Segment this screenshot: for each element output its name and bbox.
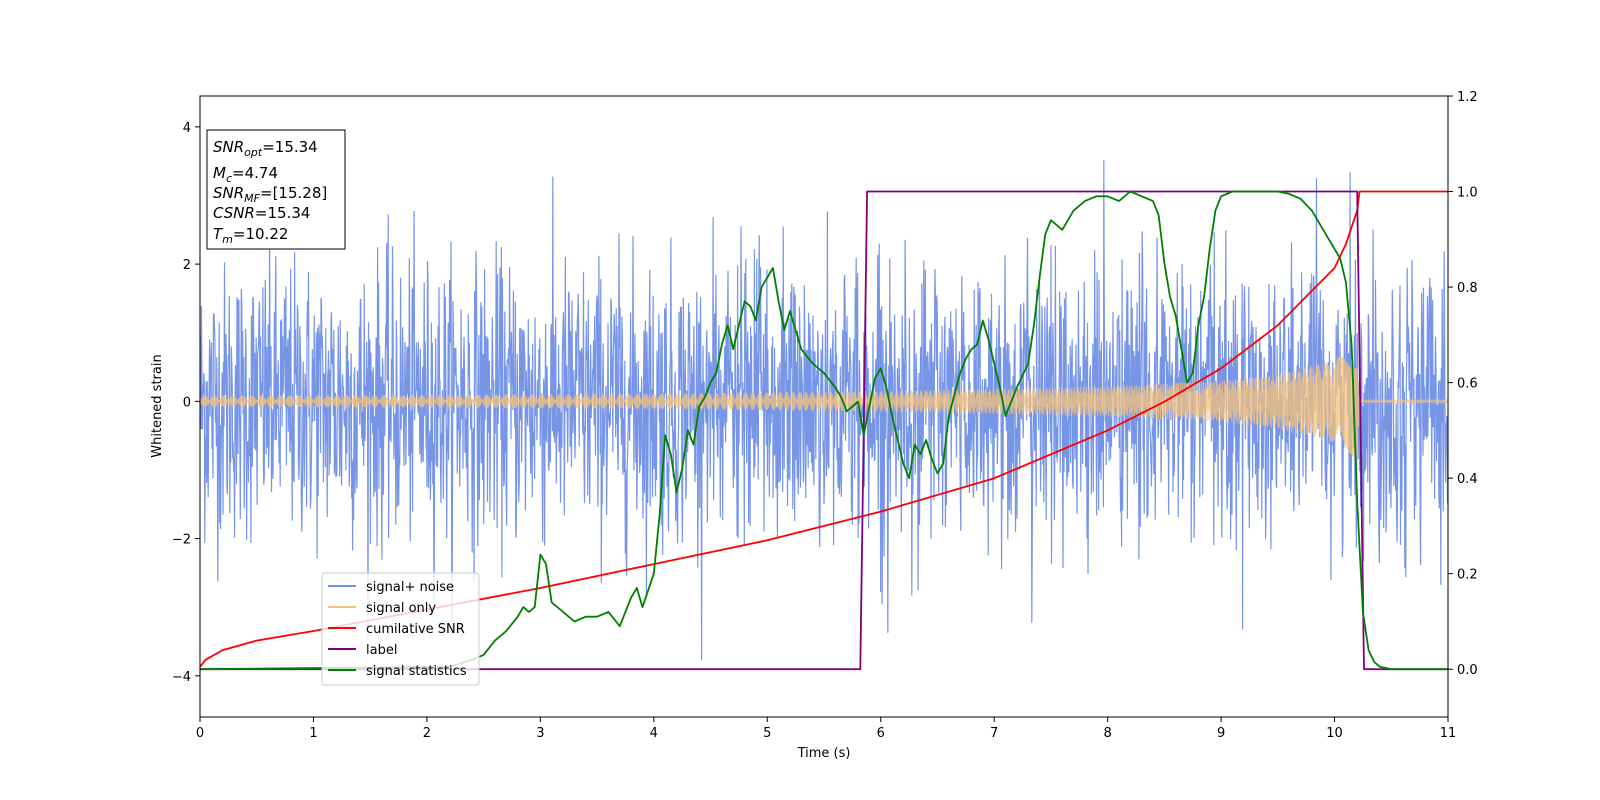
- legend-item-signal-statistics: signal statistics: [328, 664, 467, 679]
- x-tick-label: 11: [1440, 726, 1457, 741]
- y-axis-label: Whitened strain: [150, 354, 165, 457]
- y-axis-right: 0.0 0.2 0.4 0.6 0.8 1.0 1.2: [1448, 90, 1478, 678]
- y-tick-label: −4: [172, 670, 191, 685]
- plot-frame: [199, 95, 1449, 718]
- x-tick-label: 9: [1217, 726, 1225, 741]
- info-box: SNRopt=15.34 Mc=4.74 SNRMF=[15.28] CSNR=…: [206, 129, 346, 250]
- legend-item-signal-only: signal only: [328, 601, 436, 616]
- x-tick-label: 5: [763, 726, 771, 741]
- signal-only-line: [199, 356, 1449, 459]
- y-axis-left: −4 −2 0 2 4: [172, 121, 200, 685]
- cumulative-snr-path: [199, 190, 1448, 668]
- legend: signal+ noise signal only cumilative SNR…: [321, 572, 480, 686]
- legend-item-signal-noise: signal+ noise: [328, 580, 454, 595]
- info-line-snr-opt: SNRopt=15.34: [213, 138, 318, 159]
- info-box-frame: [206, 129, 346, 250]
- x-tick-label: 1: [309, 726, 317, 741]
- y2-tick-label: 0.8: [1457, 281, 1478, 296]
- label-line: [200, 190, 1448, 671]
- y2-tick-label: 0.0: [1457, 663, 1478, 678]
- y-tick-label: 4: [183, 121, 191, 136]
- y2-tick-label: 0.4: [1457, 472, 1478, 487]
- legend-label-signal-only: signal only: [366, 601, 436, 616]
- x-tick-label: 4: [650, 726, 658, 741]
- y2-tick-label: 1.2: [1457, 90, 1478, 105]
- x-tick-label: 0: [196, 726, 204, 741]
- info-line-snr-mf: SNRMF=[15.28]: [213, 184, 327, 205]
- legend-item-label: label: [328, 643, 397, 658]
- y-tick-label: −2: [172, 533, 191, 548]
- y-tick-label: 0: [183, 395, 191, 410]
- y2-tick-label: 0.6: [1457, 377, 1478, 392]
- y-tick-label: 2: [183, 258, 191, 273]
- label-path: [200, 190, 1448, 671]
- y2-tick-label: 1.0: [1457, 186, 1478, 201]
- x-tick-label: 10: [1326, 726, 1343, 741]
- cumulative-snr-line: [199, 190, 1448, 668]
- signal-only-path: [199, 356, 1449, 459]
- legend-label-cumulative-snr: cumilative SNR: [366, 622, 465, 637]
- signal-statistics-line: [199, 190, 1448, 671]
- x-tick-label: 6: [877, 726, 885, 741]
- x-axis-label: Time (s): [797, 746, 851, 761]
- x-tick-label: 8: [1103, 726, 1111, 741]
- x-tick-label: 3: [536, 726, 544, 741]
- info-line-merger-time: Tm=10.22: [213, 225, 288, 246]
- legend-frame: [321, 572, 480, 686]
- info-line-chirp-mass: Mc=4.74: [213, 164, 278, 185]
- info-line-csnr: CSNR=15.34: [213, 204, 310, 222]
- y2-tick-label: 0.2: [1457, 568, 1478, 583]
- legend-label-signal-statistics: signal statistics: [366, 664, 467, 679]
- signal-statistics-path: [199, 190, 1448, 671]
- legend-label-signal-noise: signal+ noise: [366, 580, 454, 595]
- x-tick-label: 7: [990, 726, 998, 741]
- x-axis: 0 1 2 3 4 5 6 7 8 9 10 11: [196, 717, 1456, 741]
- legend-label-label: label: [366, 643, 397, 658]
- x-tick-label: 2: [423, 726, 431, 741]
- legend-item-cumulative-snr: cumilative SNR: [328, 622, 465, 637]
